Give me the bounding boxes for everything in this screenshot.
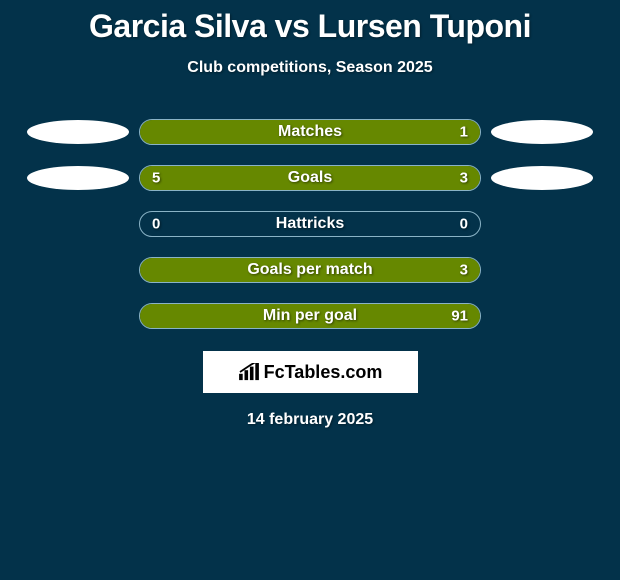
ellipse-left bbox=[27, 120, 129, 144]
stat-label: Goals bbox=[288, 169, 332, 187]
logo-text: FcTables.com bbox=[264, 362, 383, 383]
ellipse-spacer bbox=[491, 258, 593, 282]
stat-bar: Min per goal 91 bbox=[139, 303, 481, 329]
stat-row: Min per goal 91 bbox=[0, 303, 620, 329]
page-title: Garcia Silva vs Lursen Tuponi bbox=[0, 8, 620, 45]
stat-row: Goals per match 3 bbox=[0, 257, 620, 283]
stat-value-right: 3 bbox=[460, 262, 468, 279]
ellipse-spacer bbox=[491, 212, 593, 236]
ellipse-spacer bbox=[27, 304, 129, 328]
stat-value-left: 5 bbox=[152, 170, 160, 187]
stat-bar: Matches 1 bbox=[139, 119, 481, 145]
logo-box[interactable]: FcTables.com bbox=[203, 351, 418, 393]
ellipse-right bbox=[491, 120, 593, 144]
stat-row: Goals 5 3 bbox=[0, 165, 620, 191]
stat-value-right: 91 bbox=[451, 308, 468, 325]
comparison-container: Garcia Silva vs Lursen Tuponi Club compe… bbox=[0, 0, 620, 429]
stat-value-left: 0 bbox=[152, 216, 160, 233]
ellipse-left bbox=[27, 166, 129, 190]
stat-label: Hattricks bbox=[276, 215, 344, 233]
stat-row: Matches 1 bbox=[0, 119, 620, 145]
stat-bar: Goals per match 3 bbox=[139, 257, 481, 283]
ellipse-spacer bbox=[27, 212, 129, 236]
ellipse-spacer bbox=[491, 304, 593, 328]
stat-value-right: 1 bbox=[460, 124, 468, 141]
subtitle: Club competitions, Season 2025 bbox=[0, 59, 620, 77]
chart-icon bbox=[238, 363, 260, 381]
stat-value-right: 3 bbox=[460, 170, 468, 187]
stat-label: Goals per match bbox=[247, 261, 372, 279]
ellipse-spacer bbox=[27, 258, 129, 282]
stat-bar: Goals 5 3 bbox=[139, 165, 481, 191]
stat-bar: Hattricks 0 0 bbox=[139, 211, 481, 237]
ellipse-right bbox=[491, 166, 593, 190]
stat-label: Min per goal bbox=[263, 307, 357, 325]
stat-value-right: 0 bbox=[460, 216, 468, 233]
stats-rows: Matches 1 Goals 5 3 Hattricks 0 0 Goals per matc… bbox=[0, 119, 620, 329]
stat-row: Hattricks 0 0 bbox=[0, 211, 620, 237]
date-text: 14 february 2025 bbox=[0, 411, 620, 429]
stat-label: Matches bbox=[278, 123, 342, 141]
